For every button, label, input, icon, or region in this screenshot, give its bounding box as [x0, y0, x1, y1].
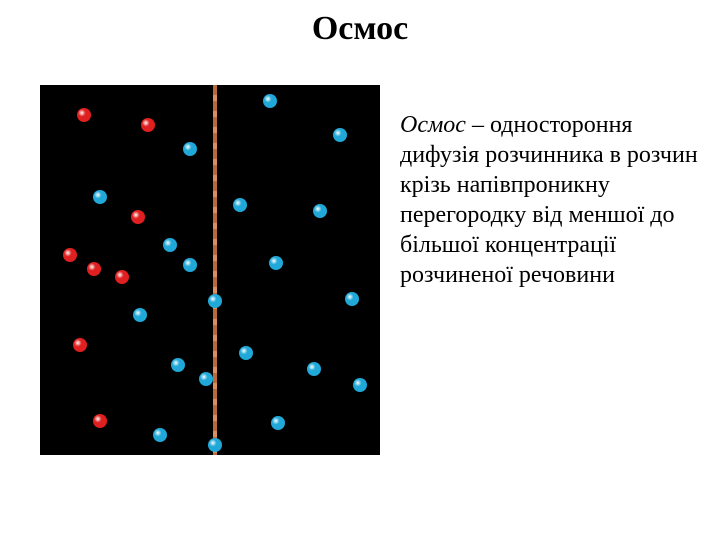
diagram-svg [40, 85, 380, 455]
definition-term: Осмос [400, 112, 466, 138]
osmosis-diagram [40, 85, 380, 455]
definition-connector: – [466, 112, 490, 138]
page-title: Осмос [0, 10, 720, 48]
definition-body: одностороння дифузія розчинника в розчин… [400, 112, 698, 288]
definition-paragraph: Осмос – одностороння дифузія розчинника … [400, 110, 700, 290]
